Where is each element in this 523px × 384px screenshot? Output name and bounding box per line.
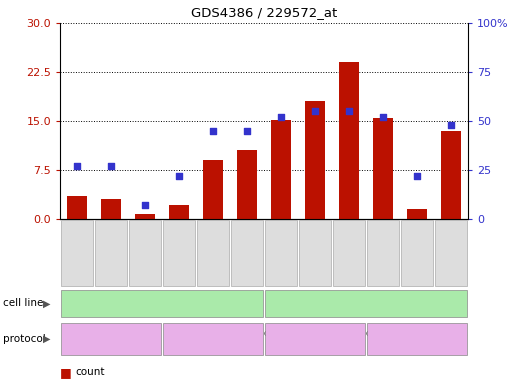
Bar xyxy=(407,209,427,219)
Point xyxy=(209,127,218,134)
Bar xyxy=(169,205,189,219)
Point xyxy=(345,108,354,114)
Bar xyxy=(237,151,257,219)
Text: GSM461944: GSM461944 xyxy=(277,229,286,276)
Text: GSM461949: GSM461949 xyxy=(141,229,150,276)
Bar xyxy=(101,199,121,219)
Text: GSM461942: GSM461942 xyxy=(73,229,82,276)
Bar xyxy=(339,62,359,219)
Text: ▶: ▶ xyxy=(43,298,51,308)
Text: ▶: ▶ xyxy=(43,334,51,344)
Bar xyxy=(203,160,223,219)
Point xyxy=(413,173,422,179)
Bar xyxy=(305,101,325,219)
Text: dominant-negative Tcf4,
induced: dominant-negative Tcf4, induced xyxy=(366,329,468,349)
Text: Ls174T-L8: Ls174T-L8 xyxy=(340,298,392,308)
Point xyxy=(447,122,456,128)
Text: GSM461951: GSM461951 xyxy=(311,229,320,276)
Point xyxy=(141,202,150,208)
Text: GSM461943: GSM461943 xyxy=(379,229,388,276)
Point xyxy=(175,173,184,179)
Text: GSM461953: GSM461953 xyxy=(345,229,354,276)
Bar xyxy=(373,118,393,219)
Text: Ls174T-pTER-β-catenin: Ls174T-pTER-β-catenin xyxy=(103,298,222,308)
Point xyxy=(243,127,252,134)
Bar xyxy=(67,196,87,219)
Point xyxy=(311,108,320,114)
Text: GSM461946: GSM461946 xyxy=(175,229,184,276)
Text: count: count xyxy=(76,367,105,377)
Text: GSM461948: GSM461948 xyxy=(209,229,218,276)
Text: ■: ■ xyxy=(60,366,72,379)
Text: GSM461950: GSM461950 xyxy=(243,229,252,276)
Point xyxy=(73,163,82,169)
Bar xyxy=(271,120,291,219)
Point xyxy=(107,163,116,169)
Text: dominant-negative Tcf4,
uninduced: dominant-negative Tcf4, uninduced xyxy=(264,329,366,349)
Bar xyxy=(441,131,461,219)
Text: GSM461945: GSM461945 xyxy=(413,229,422,276)
Text: ■: ■ xyxy=(60,383,72,384)
Text: GSM461952: GSM461952 xyxy=(447,229,456,276)
Point xyxy=(379,114,388,120)
Text: cell line: cell line xyxy=(3,298,43,308)
Text: β-catenin shRNA,
induced: β-catenin shRNA, induced xyxy=(177,329,249,349)
Point xyxy=(277,114,286,120)
Text: GDS4386 / 229572_at: GDS4386 / 229572_at xyxy=(191,6,337,19)
Bar xyxy=(135,214,155,219)
Text: protocol: protocol xyxy=(3,334,46,344)
Text: β-catenin shRNA,
uninduced: β-catenin shRNA, uninduced xyxy=(75,329,147,349)
Text: GSM461947: GSM461947 xyxy=(107,229,116,276)
